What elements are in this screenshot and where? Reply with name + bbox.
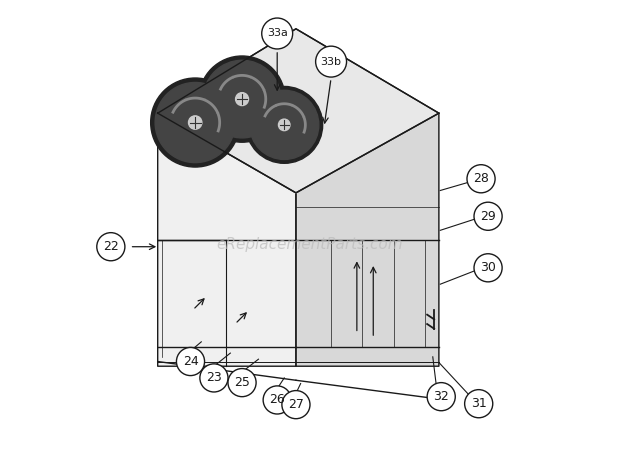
Circle shape [427, 383, 455, 411]
Polygon shape [296, 113, 439, 366]
Circle shape [474, 254, 502, 282]
Circle shape [188, 116, 202, 129]
Circle shape [262, 18, 293, 49]
Circle shape [464, 390, 493, 418]
Text: 27: 27 [288, 398, 304, 411]
Text: 23: 23 [206, 371, 222, 384]
Text: 30: 30 [480, 261, 496, 274]
Circle shape [263, 386, 291, 414]
Circle shape [177, 347, 205, 376]
Circle shape [228, 368, 256, 397]
Circle shape [200, 364, 228, 392]
Text: 33a: 33a [267, 29, 288, 39]
Circle shape [199, 56, 285, 142]
Text: 28: 28 [473, 172, 489, 185]
Polygon shape [157, 29, 439, 193]
Text: 26: 26 [269, 393, 285, 407]
Text: 31: 31 [471, 397, 487, 410]
Text: 24: 24 [183, 355, 198, 368]
Circle shape [151, 78, 240, 167]
Text: eReplacementParts.com: eReplacementParts.com [216, 237, 404, 252]
Circle shape [316, 46, 347, 77]
Circle shape [203, 60, 281, 138]
Text: 22: 22 [103, 240, 118, 253]
Circle shape [155, 82, 235, 163]
Circle shape [97, 233, 125, 261]
Circle shape [250, 90, 319, 159]
Text: 32: 32 [433, 390, 449, 403]
Circle shape [467, 164, 495, 193]
Circle shape [246, 86, 322, 163]
Polygon shape [157, 113, 296, 366]
Circle shape [278, 119, 290, 131]
Circle shape [236, 93, 249, 106]
Text: 25: 25 [234, 376, 250, 389]
Text: 29: 29 [480, 210, 496, 223]
Circle shape [474, 202, 502, 230]
Circle shape [282, 391, 310, 419]
Text: 33b: 33b [321, 56, 342, 67]
